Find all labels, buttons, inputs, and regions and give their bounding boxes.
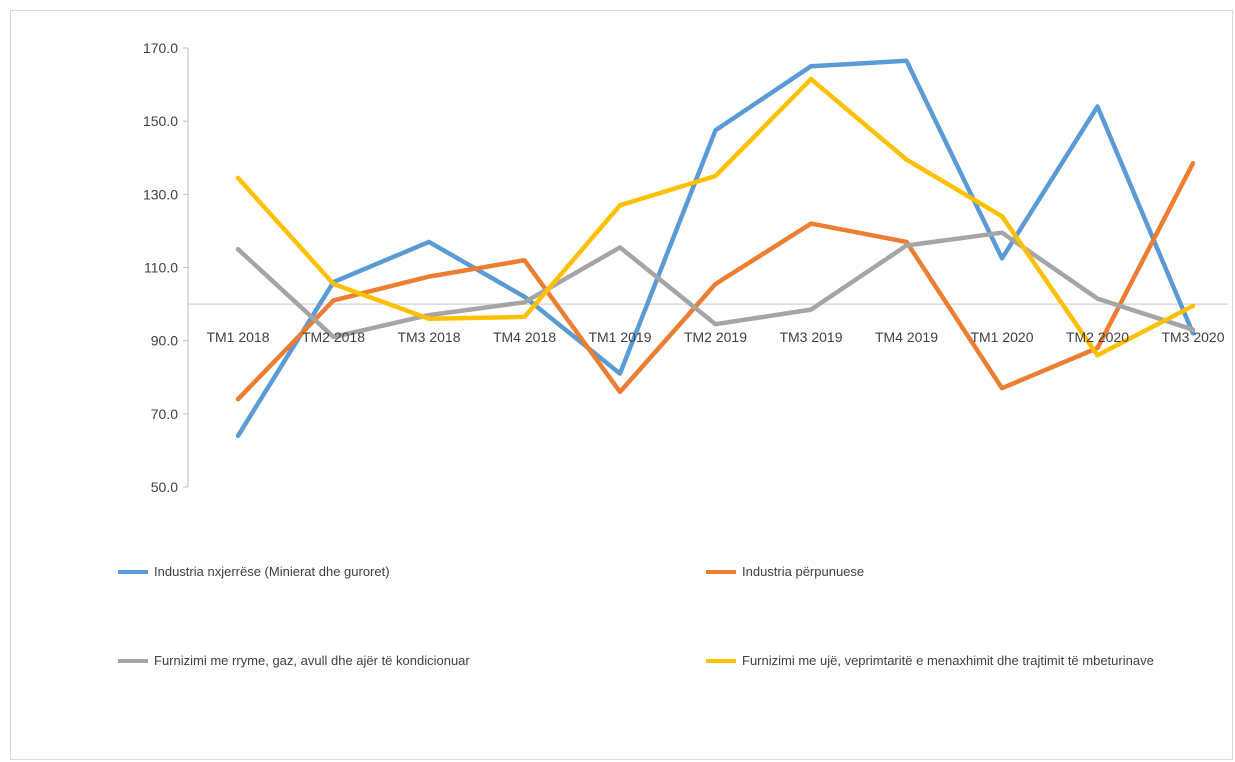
x-tick-label: TM2 2019 [684,329,747,345]
x-tick-label: TM3 2020 [1161,329,1224,345]
y-axis: 50.0 70.0 90.0 110.0 130.0 150.0 170.0 [143,40,189,495]
legend-item-series-2: Industria përpunuese [706,564,864,579]
y-tick-label: 70.0 [151,406,178,422]
legend-swatch [706,658,736,663]
x-axis-labels: TM1 2018 TM2 2018 TM3 2018 TM4 2018 TM1 2019… [206,329,1224,345]
y-tick-label: 110.0 [144,260,178,276]
y-tick-label: 90.0 [151,333,178,349]
series-line-4 [235,76,1196,358]
legend-label: Industria përpunuese [742,564,865,579]
legend-swatch [118,569,148,574]
series-line-2 [235,160,1196,402]
series-line-3 [235,230,1196,340]
x-tick-label: TM4 2019 [875,329,938,345]
legend-item-series-3: Furnizimi me rryme, gaz, avull dhe ajër … [118,653,470,668]
series-line-1 [235,58,1196,439]
x-tick-label: TM3 2019 [779,329,842,345]
y-tick-label: 150.0 [143,113,178,129]
chart-frame [10,10,1233,760]
legend-label: Furnizimi me rryme, gaz, avull dhe ajër … [154,653,470,668]
x-tick-label: TM2 2018 [302,329,365,345]
legend-swatch [706,569,736,574]
legend-item-series-1: Industria nxjerrëse (Minierat dhe gurore… [118,564,390,579]
legend-item-series-4: Furnizimi me ujë, veprimtaritë e menaxhi… [706,653,1154,668]
series-lines [235,58,1196,439]
x-tick-label: TM2 2020 [1066,329,1129,345]
y-tick-label: 130.0 [143,186,178,202]
legend-swatch [118,658,148,663]
y-tick-label: 50.0 [151,479,178,495]
x-tick-label: TM1 2020 [970,329,1033,345]
x-tick-label: TM1 2019 [588,329,651,345]
y-tick-label: 170.0 [143,40,178,56]
x-tick-label: TM1 2018 [206,329,269,345]
legend-label: Industria nxjerrëse (Minierat dhe gurore… [154,564,390,579]
legend-label: Furnizimi me ujë, veprimtaritë e menaxhi… [742,653,1154,668]
x-tick-label: TM4 2018 [493,329,556,345]
x-tick-label: TM3 2018 [397,329,460,345]
